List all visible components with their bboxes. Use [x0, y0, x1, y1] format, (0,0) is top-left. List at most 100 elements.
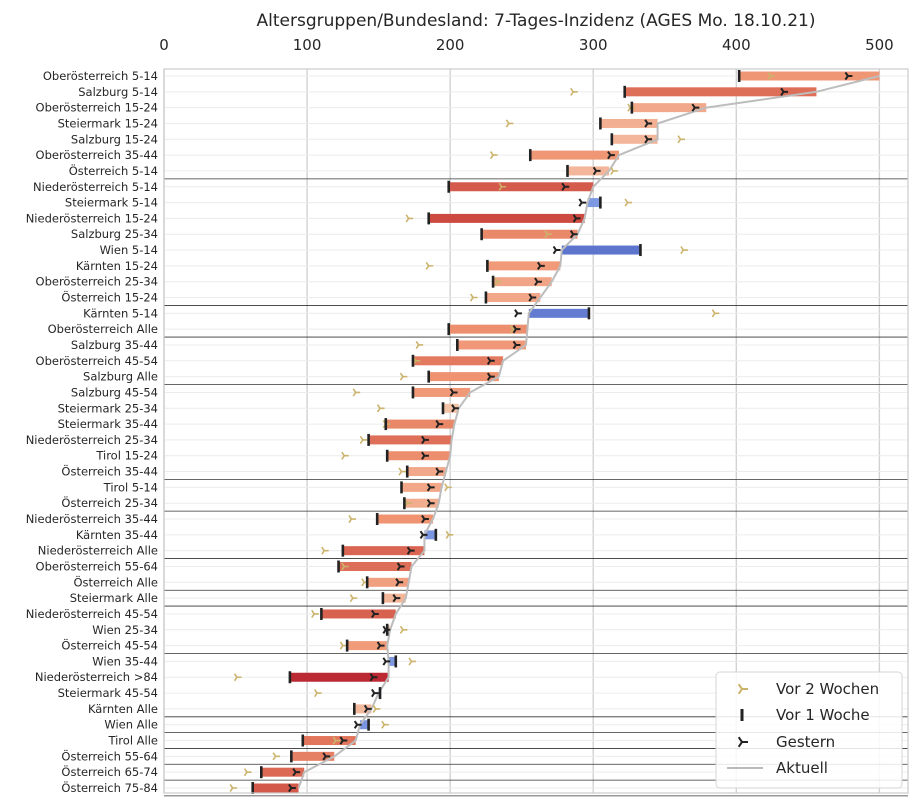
yesterday-marker: [421, 514, 429, 524]
range-bar: [338, 561, 412, 571]
y-tick-label: Wien 25-34: [92, 623, 158, 637]
yesterday-marker: [449, 388, 458, 397]
yesterday-marker: [486, 372, 495, 381]
range-bar: [567, 166, 609, 176]
x-tick-label: 500: [865, 36, 894, 54]
range-bar: [739, 71, 880, 81]
markers: [229, 70, 853, 794]
two-weeks-marker: [445, 530, 454, 539]
two-weeks-marker: [610, 166, 618, 175]
legend-label: Gestern: [776, 733, 835, 751]
two-weeks-marker: [348, 514, 356, 524]
yesterday-marker: [528, 293, 537, 302]
two-weeks-marker: [332, 736, 341, 745]
yesterday-marker: [644, 135, 653, 144]
two-weeks-marker: [767, 71, 776, 81]
y-tick-label: Salzburg 25-34: [71, 227, 158, 241]
legend-label: Vor 2 Wochen: [776, 680, 879, 698]
y-tick-label: Österreich 25-34: [61, 494, 158, 510]
two-weeks-marker: [341, 451, 349, 460]
yesterday-marker: [322, 752, 331, 761]
range-bar: [385, 419, 455, 429]
y-tick-label: Oberösterreich Alle: [48, 322, 158, 336]
x-tick-label: 400: [722, 36, 751, 54]
two-weeks-marker: [505, 119, 514, 128]
yesterday-marker: [435, 467, 444, 476]
range-bar: [382, 593, 406, 603]
yesterday-marker: [382, 657, 391, 666]
yesterday-marker: [536, 261, 545, 271]
yesterday-marker: [421, 451, 429, 460]
y-tick-label: Niederösterreich >84: [35, 670, 158, 684]
range-bar: [631, 103, 707, 113]
y-tick-label: Wien Alle: [104, 718, 158, 732]
two-weeks-marker: [372, 704, 381, 713]
y-tick-label: Salzburg 15-24: [71, 132, 158, 146]
yesterday-marker: [486, 356, 495, 365]
yesterday-marker: [395, 578, 404, 587]
yesterday-marker: [419, 530, 428, 540]
range-bar: [600, 118, 658, 128]
range-bar: [387, 451, 451, 461]
two-weeks-marker: [494, 277, 502, 286]
y-tick-label: Steiermark 15-24: [58, 116, 158, 130]
range-bar: [448, 324, 528, 334]
range-bar: [424, 530, 436, 540]
y-tick-label: Kärnten 5-14: [83, 306, 158, 320]
x-tick-label: 200: [436, 36, 465, 54]
yesterday-marker: [369, 673, 378, 682]
y-tick-label: Österreich 75-84: [61, 779, 158, 795]
yesterday-marker: [512, 324, 521, 334]
legend-marker: [737, 683, 748, 695]
y-tick-label: Österreich 45-54: [61, 637, 158, 653]
two-weeks-marker: [349, 594, 358, 603]
y-tick-labels: Oberösterreich 5-14 Salzburg 5-14 Oberöste…: [26, 69, 158, 795]
y-tick-label: Tirol 15-24: [95, 449, 158, 463]
legend-label: Aktuell: [776, 759, 828, 777]
two-weeks-marker: [352, 388, 361, 397]
range-bar: [428, 372, 499, 382]
range-bar: [457, 340, 526, 350]
y-tick-label: Salzburg 45-54: [71, 385, 158, 399]
two-weeks-marker: [415, 340, 424, 350]
yesterday-marker: [426, 499, 435, 508]
y-tick-label: Steiermark 25-34: [58, 401, 158, 415]
plot-frame: [163, 68, 909, 794]
two-weeks-marker: [243, 768, 252, 777]
two-weeks-marker: [405, 214, 414, 223]
yesterday-marker: [514, 309, 522, 318]
yesterday-marker: [607, 150, 615, 160]
two-weeks-marker: [359, 435, 368, 444]
yesterday-marker: [288, 783, 296, 793]
legend-frame: [715, 671, 903, 789]
range-bars: [252, 71, 880, 793]
range-bar: [493, 277, 552, 287]
range-bar: [302, 736, 356, 746]
two-weeks-marker: [398, 467, 407, 476]
range-bar: [291, 751, 335, 761]
range-bar: [611, 134, 658, 144]
yesterday-marker: [780, 87, 789, 96]
two-weeks-marker: [408, 657, 417, 666]
y-tick-label: Salzburg 35-44: [71, 338, 158, 352]
y-tick-label: Österreich 15-24: [61, 289, 158, 305]
y-tick-label: Steiermark 5-14: [65, 196, 158, 210]
range-bar: [481, 229, 578, 239]
y-tick-label: Kärnten 15-24: [76, 259, 158, 273]
y-tick-label: Salzburg Alle: [83, 370, 158, 384]
two-weeks-marker: [233, 673, 242, 682]
yesterday-marker: [292, 768, 301, 777]
two-weeks-marker: [444, 483, 452, 492]
yesterday-marker: [552, 245, 561, 255]
yesterday-marker: [844, 71, 853, 81]
y-tick-label: Oberösterreich 5-14: [43, 69, 158, 83]
range-bar: [377, 514, 433, 524]
y-tick-label: Kärnten Alle: [88, 702, 158, 716]
yesterday-marker: [451, 404, 459, 413]
range-bar: [321, 609, 396, 619]
two-weeks-marker: [570, 87, 578, 96]
yesterday-marker: [353, 720, 362, 729]
x-ticks: 0 100 200 300 400 500: [159, 36, 893, 54]
y-tick-label: Oberösterreich 25-34: [36, 275, 158, 289]
range-bar: [587, 198, 601, 208]
